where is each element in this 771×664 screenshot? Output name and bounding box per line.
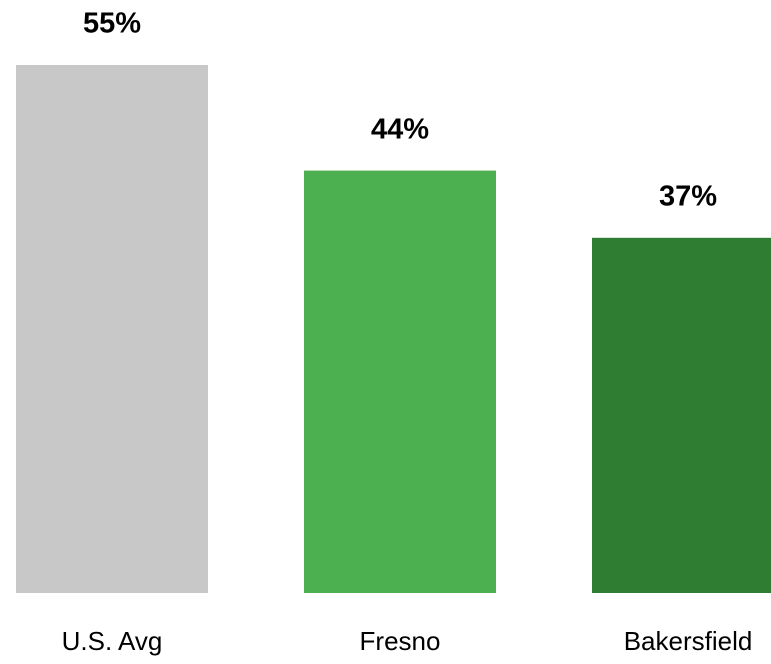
bar bbox=[16, 65, 208, 593]
value-label: 55% bbox=[83, 8, 141, 40]
x-tick-label: Bakersfield bbox=[624, 626, 753, 656]
value-label: 37% bbox=[659, 180, 717, 212]
x-tick-label: Fresno bbox=[360, 626, 441, 656]
x-tick-label: U.S. Avg bbox=[62, 626, 163, 656]
value-label: 44% bbox=[371, 113, 429, 145]
bar bbox=[592, 237, 771, 594]
bar bbox=[304, 170, 496, 593]
